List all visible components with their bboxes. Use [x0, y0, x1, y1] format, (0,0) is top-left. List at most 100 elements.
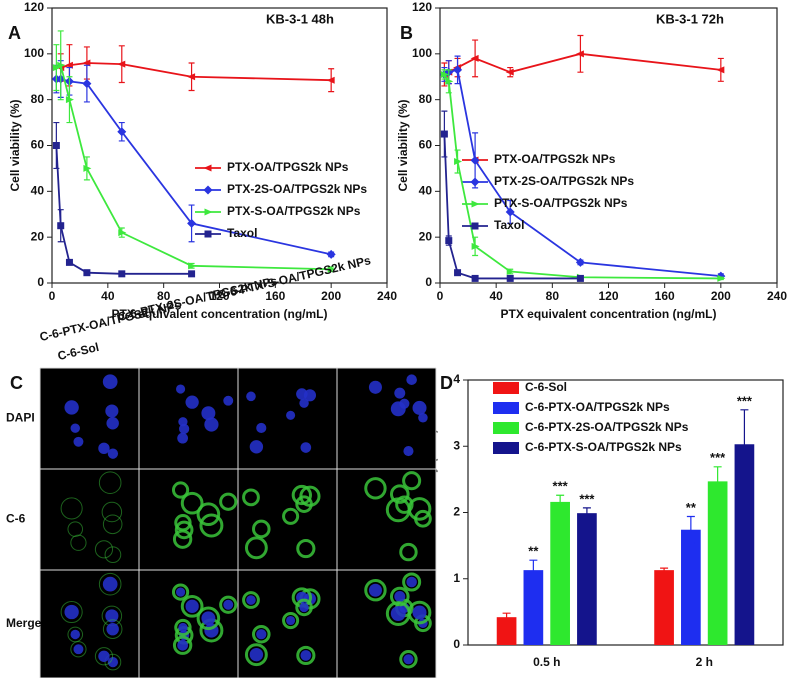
cell-stain: [199, 513, 224, 538]
legend-label: PTX-2S-OA/TPGS2k NPs: [494, 174, 634, 188]
nucleus: [403, 654, 414, 665]
significance-label: **: [686, 500, 697, 515]
legend-marker: [471, 222, 479, 230]
x-axis-label: PTX equivalent concentration (ng/mL): [111, 307, 327, 321]
cell-stain: [282, 611, 300, 630]
data-point: [187, 73, 196, 81]
significance-label: ***: [710, 450, 726, 465]
x-tick-label: 120: [598, 289, 618, 303]
x-tick-label: 80: [157, 289, 171, 303]
data-point: [65, 258, 73, 266]
bar: [577, 513, 597, 645]
data-point: [118, 270, 126, 278]
data-point: [453, 65, 463, 75]
y-tick-label: 120: [412, 0, 432, 14]
data-point: [327, 265, 336, 273]
data-point: [471, 274, 479, 282]
nucleus: [394, 591, 406, 603]
y-tick-label: 60: [419, 138, 433, 152]
significance-label: **: [528, 544, 539, 559]
cell-stain: [364, 477, 387, 500]
cell-stain: [295, 495, 313, 513]
nucleus: [178, 622, 188, 633]
legend-swatch: [493, 422, 519, 434]
panel-label: B: [400, 23, 413, 43]
nucleus: [64, 604, 79, 620]
y-tick-label: 40: [31, 184, 45, 198]
cell-stain: [364, 579, 387, 602]
nucleus: [246, 595, 256, 605]
series-line: [55, 145, 192, 275]
cell-stain: [60, 600, 83, 624]
data-point: [454, 269, 462, 277]
data-point: [505, 207, 515, 217]
nucleus: [412, 605, 427, 620]
nucleus: [179, 423, 190, 435]
bar: [550, 501, 570, 645]
legend-label: PTX-S-OA/TPGS2k NPs: [227, 204, 361, 218]
data-point: [470, 54, 479, 62]
x-tick-label: 120: [209, 289, 229, 303]
nucleus: [300, 650, 312, 661]
nucleus: [249, 440, 264, 454]
nucleus: [70, 629, 80, 640]
x-tick-label: 40: [101, 289, 115, 303]
error-bar: [713, 466, 722, 497]
cell-stain: [104, 653, 122, 671]
micrograph: [40, 368, 139, 469]
x-tick-label: 40: [489, 289, 503, 303]
legend-swatch: [493, 402, 519, 414]
error-bar: [686, 515, 695, 544]
error-bar: [660, 567, 669, 573]
cell-stain: [244, 643, 268, 667]
legend-label: PTX-2S-OA/TPGS2k NPs: [227, 182, 367, 196]
data-point: [505, 68, 514, 76]
cell-stain: [94, 540, 114, 559]
nucleus: [406, 374, 417, 385]
cell-stain: [196, 606, 221, 631]
chart-title: KB-3-1 72h: [656, 11, 724, 26]
column-label: C-6-Sol: [56, 340, 100, 363]
cell-stain: [196, 502, 221, 527]
nucleus: [177, 432, 189, 444]
micrograph: [238, 570, 337, 678]
x-tick-label: 240: [767, 289, 787, 303]
nucleus: [107, 656, 119, 668]
cell-stain: [389, 586, 410, 607]
cell-stain: [252, 519, 271, 539]
nucleus: [300, 442, 312, 453]
nucleus: [256, 629, 267, 640]
bar: [734, 444, 755, 645]
nucleus: [176, 384, 186, 394]
y-tick-label: 4: [453, 372, 460, 386]
nucleus: [185, 395, 199, 409]
nucleus: [256, 422, 267, 434]
bar: [681, 529, 701, 645]
x-tick-label: 2 h: [696, 655, 713, 669]
error-bar: [740, 409, 749, 480]
chart-title: KB-3-1 48h: [266, 11, 334, 26]
cell-stain: [244, 536, 268, 560]
cell-stain: [399, 542, 418, 562]
y-tick-label: 0: [453, 637, 460, 651]
cell-stain: [389, 484, 410, 504]
cell-stain: [219, 492, 238, 511]
nucleus: [403, 446, 414, 457]
micrograph: [40, 469, 139, 570]
cell-stain: [180, 594, 204, 618]
cell-stain: [252, 624, 271, 644]
data-point: [717, 274, 726, 282]
cell-stain: [174, 618, 192, 637]
nucleus: [223, 395, 234, 406]
legend-label: PTX-OA/TPGS2k NPs: [227, 160, 349, 174]
nucleus: [176, 587, 186, 597]
data-point: [575, 50, 584, 58]
y-tick-label: 20: [419, 229, 433, 243]
panel-label: A: [8, 23, 21, 43]
data-point: [440, 130, 448, 138]
data-point: [187, 218, 197, 228]
nucleus: [102, 374, 118, 390]
y-tick-label: 80: [31, 92, 45, 106]
nucleus: [299, 602, 309, 613]
cell-stain: [101, 501, 123, 523]
